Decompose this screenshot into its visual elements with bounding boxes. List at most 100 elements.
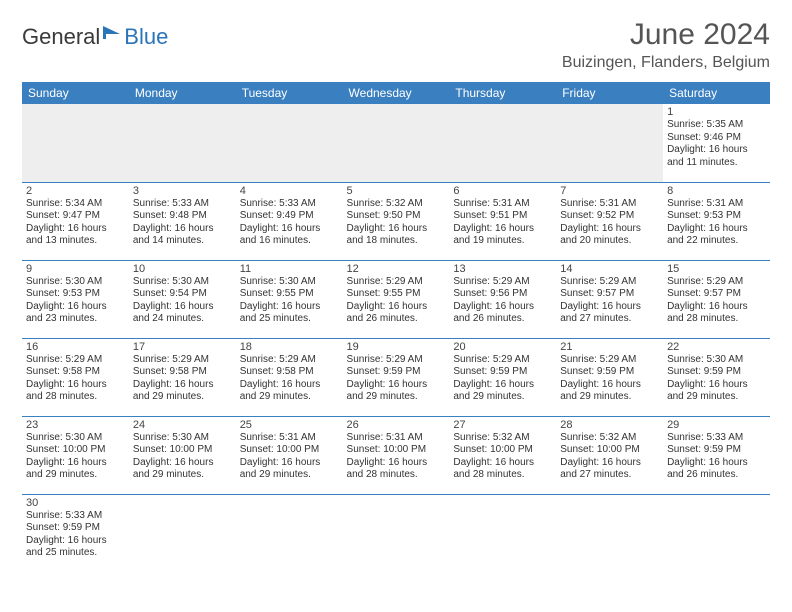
day-number: 16 xyxy=(26,341,125,353)
daylight-text: Daylight: 16 hours and 19 minutes. xyxy=(453,223,552,248)
day-header: Sunday xyxy=(22,82,129,104)
calendar-cell: 12Sunrise: 5:29 AMSunset: 9:55 PMDayligh… xyxy=(343,260,450,338)
sunrise-text: Sunrise: 5:30 AM xyxy=(26,432,125,445)
sunset-text: Sunset: 9:59 PM xyxy=(560,366,659,379)
calendar-cell: 18Sunrise: 5:29 AMSunset: 9:58 PMDayligh… xyxy=(236,338,343,416)
day-header: Tuesday xyxy=(236,82,343,104)
daylight-text: Daylight: 16 hours and 27 minutes. xyxy=(560,457,659,482)
day-number: 18 xyxy=(240,341,339,353)
day-number: 4 xyxy=(240,185,339,197)
day-details: Sunrise: 5:32 AMSunset: 10:00 PMDaylight… xyxy=(560,432,659,482)
day-number: 6 xyxy=(453,185,552,197)
calendar-cell: 30Sunrise: 5:33 AMSunset: 9:59 PMDayligh… xyxy=(22,494,129,572)
day-number: 28 xyxy=(560,419,659,431)
calendar-cell xyxy=(556,104,663,182)
sunrise-text: Sunrise: 5:30 AM xyxy=(133,432,232,445)
day-number: 3 xyxy=(133,185,232,197)
calendar-cell: 19Sunrise: 5:29 AMSunset: 9:59 PMDayligh… xyxy=(343,338,450,416)
sunset-text: Sunset: 9:53 PM xyxy=(26,288,125,301)
sunset-text: Sunset: 9:56 PM xyxy=(453,288,552,301)
sunrise-text: Sunrise: 5:29 AM xyxy=(667,276,766,289)
daylight-text: Daylight: 16 hours and 14 minutes. xyxy=(133,223,232,248)
sunset-text: Sunset: 10:00 PM xyxy=(347,444,446,457)
day-number: 30 xyxy=(26,497,125,509)
sunrise-text: Sunrise: 5:29 AM xyxy=(560,276,659,289)
calendar-cell: 20Sunrise: 5:29 AMSunset: 9:59 PMDayligh… xyxy=(449,338,556,416)
title-block: June 2024 Buizingen, Flanders, Belgium xyxy=(562,18,770,72)
sunset-text: Sunset: 10:00 PM xyxy=(453,444,552,457)
calendar-cell xyxy=(449,104,556,182)
calendar-cell: 10Sunrise: 5:30 AMSunset: 9:54 PMDayligh… xyxy=(129,260,236,338)
sunset-text: Sunset: 9:59 PM xyxy=(667,366,766,379)
daylight-text: Daylight: 16 hours and 28 minutes. xyxy=(26,379,125,404)
day-number: 7 xyxy=(560,185,659,197)
sunset-text: Sunset: 9:47 PM xyxy=(26,210,125,223)
day-header: Saturday xyxy=(663,82,770,104)
day-details: Sunrise: 5:29 AMSunset: 9:55 PMDaylight:… xyxy=(347,276,446,326)
daylight-text: Daylight: 16 hours and 24 minutes. xyxy=(133,301,232,326)
calendar-cell: 7Sunrise: 5:31 AMSunset: 9:52 PMDaylight… xyxy=(556,182,663,260)
daylight-text: Daylight: 16 hours and 29 minutes. xyxy=(26,457,125,482)
calendar-row: 1Sunrise: 5:35 AMSunset: 9:46 PMDaylight… xyxy=(22,104,770,182)
daylight-text: Daylight: 16 hours and 23 minutes. xyxy=(26,301,125,326)
calendar-cell: 23Sunrise: 5:30 AMSunset: 10:00 PMDaylig… xyxy=(22,416,129,494)
sunset-text: Sunset: 9:59 PM xyxy=(667,444,766,457)
day-details: Sunrise: 5:33 AMSunset: 9:59 PMDaylight:… xyxy=(26,510,125,560)
daylight-text: Daylight: 16 hours and 29 minutes. xyxy=(347,379,446,404)
calendar-cell: 22Sunrise: 5:30 AMSunset: 9:59 PMDayligh… xyxy=(663,338,770,416)
daylight-text: Daylight: 16 hours and 27 minutes. xyxy=(560,301,659,326)
sunrise-text: Sunrise: 5:33 AM xyxy=(667,432,766,445)
daylight-text: Daylight: 16 hours and 20 minutes. xyxy=(560,223,659,248)
sunset-text: Sunset: 10:00 PM xyxy=(560,444,659,457)
day-details: Sunrise: 5:33 AMSunset: 9:48 PMDaylight:… xyxy=(133,198,232,248)
day-details: Sunrise: 5:29 AMSunset: 9:56 PMDaylight:… xyxy=(453,276,552,326)
day-number: 25 xyxy=(240,419,339,431)
calendar-cell xyxy=(343,494,450,572)
day-details: Sunrise: 5:30 AMSunset: 9:59 PMDaylight:… xyxy=(667,354,766,404)
day-number: 9 xyxy=(26,263,125,275)
location-subtitle: Buizingen, Flanders, Belgium xyxy=(562,54,770,72)
sunset-text: Sunset: 9:53 PM xyxy=(667,210,766,223)
calendar-cell: 29Sunrise: 5:33 AMSunset: 9:59 PMDayligh… xyxy=(663,416,770,494)
daylight-text: Daylight: 16 hours and 11 minutes. xyxy=(667,144,766,169)
sunrise-text: Sunrise: 5:29 AM xyxy=(453,354,552,367)
calendar-cell: 25Sunrise: 5:31 AMSunset: 10:00 PMDaylig… xyxy=(236,416,343,494)
logo-text-part1: General xyxy=(22,24,100,50)
sunset-text: Sunset: 9:49 PM xyxy=(240,210,339,223)
daylight-text: Daylight: 16 hours and 25 minutes. xyxy=(240,301,339,326)
month-title: June 2024 xyxy=(562,18,770,52)
calendar-cell xyxy=(556,494,663,572)
day-number: 10 xyxy=(133,263,232,275)
sunset-text: Sunset: 10:00 PM xyxy=(133,444,232,457)
sunrise-text: Sunrise: 5:30 AM xyxy=(133,276,232,289)
sunset-text: Sunset: 9:59 PM xyxy=(347,366,446,379)
sunrise-text: Sunrise: 5:29 AM xyxy=(347,354,446,367)
day-details: Sunrise: 5:29 AMSunset: 9:59 PMDaylight:… xyxy=(347,354,446,404)
day-number: 29 xyxy=(667,419,766,431)
sunset-text: Sunset: 10:00 PM xyxy=(26,444,125,457)
sunrise-text: Sunrise: 5:30 AM xyxy=(667,354,766,367)
sunset-text: Sunset: 10:00 PM xyxy=(240,444,339,457)
sunrise-text: Sunrise: 5:30 AM xyxy=(240,276,339,289)
day-details: Sunrise: 5:33 AMSunset: 9:49 PMDaylight:… xyxy=(240,198,339,248)
sunset-text: Sunset: 9:59 PM xyxy=(453,366,552,379)
day-header: Wednesday xyxy=(343,82,450,104)
daylight-text: Daylight: 16 hours and 29 minutes. xyxy=(240,457,339,482)
day-header: Friday xyxy=(556,82,663,104)
daylight-text: Daylight: 16 hours and 28 minutes. xyxy=(667,301,766,326)
day-number: 23 xyxy=(26,419,125,431)
day-number: 12 xyxy=(347,263,446,275)
calendar-cell: 24Sunrise: 5:30 AMSunset: 10:00 PMDaylig… xyxy=(129,416,236,494)
day-header: Thursday xyxy=(449,82,556,104)
day-number: 1 xyxy=(667,106,766,118)
daylight-text: Daylight: 16 hours and 29 minutes. xyxy=(133,379,232,404)
calendar-cell: 11Sunrise: 5:30 AMSunset: 9:55 PMDayligh… xyxy=(236,260,343,338)
sunset-text: Sunset: 9:58 PM xyxy=(240,366,339,379)
sunset-text: Sunset: 9:59 PM xyxy=(26,522,125,535)
day-header-row: Sunday Monday Tuesday Wednesday Thursday… xyxy=(22,82,770,104)
calendar-cell xyxy=(22,104,129,182)
sunset-text: Sunset: 9:54 PM xyxy=(133,288,232,301)
daylight-text: Daylight: 16 hours and 22 minutes. xyxy=(667,223,766,248)
calendar-cell: 1Sunrise: 5:35 AMSunset: 9:46 PMDaylight… xyxy=(663,104,770,182)
logo: General Blue xyxy=(22,18,168,50)
